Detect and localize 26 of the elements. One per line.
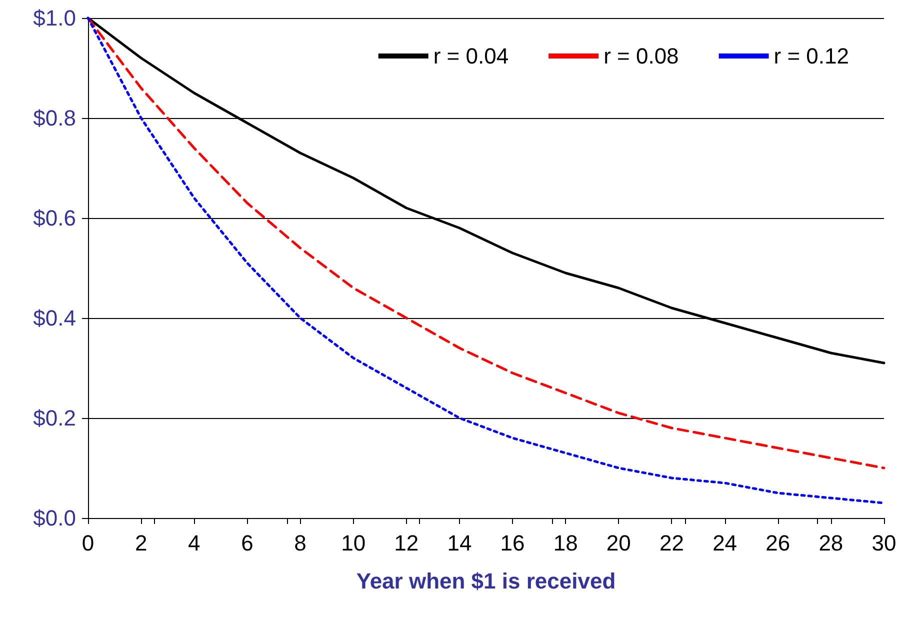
x-tick-label: 6 — [241, 530, 254, 556]
x-tick-label: 20 — [606, 530, 631, 556]
y-tick-label: $1.0 — [33, 6, 76, 30]
legend-label: r = 0.08 — [604, 44, 679, 68]
x-tick-label: 2 — [134, 530, 148, 556]
y-tick-label: $0.4 — [33, 306, 76, 330]
x-axis-title: Year when $1 is received — [356, 568, 616, 594]
y-tick-label: $0.2 — [33, 406, 76, 430]
y-tick-label: $0.6 — [33, 206, 76, 230]
x-tick-label: 30 — [872, 530, 896, 556]
y-tick-label: $0.8 — [33, 106, 76, 130]
x-tick-label: 16 — [500, 530, 525, 556]
x-tick-label: 4 — [188, 530, 200, 556]
legend-label: r = 0.12 — [774, 44, 849, 68]
x-tick-label: 18 — [553, 530, 578, 556]
x-tick-label: 28 — [818, 530, 844, 556]
x-tick-label: 24 — [712, 530, 738, 556]
x-tick-label: 12 — [394, 530, 419, 556]
x-tick-label: 10 — [341, 530, 366, 556]
x-tick-label: 8 — [294, 530, 306, 556]
legend-label: r = 0.04 — [433, 44, 509, 68]
x-tick-label: 0 — [82, 530, 94, 556]
x-tick-label: 22 — [659, 530, 684, 556]
y-tick-label: $0.0 — [33, 506, 76, 530]
x-tick-label: 26 — [766, 530, 790, 556]
x-tick-label: 14 — [447, 530, 472, 556]
